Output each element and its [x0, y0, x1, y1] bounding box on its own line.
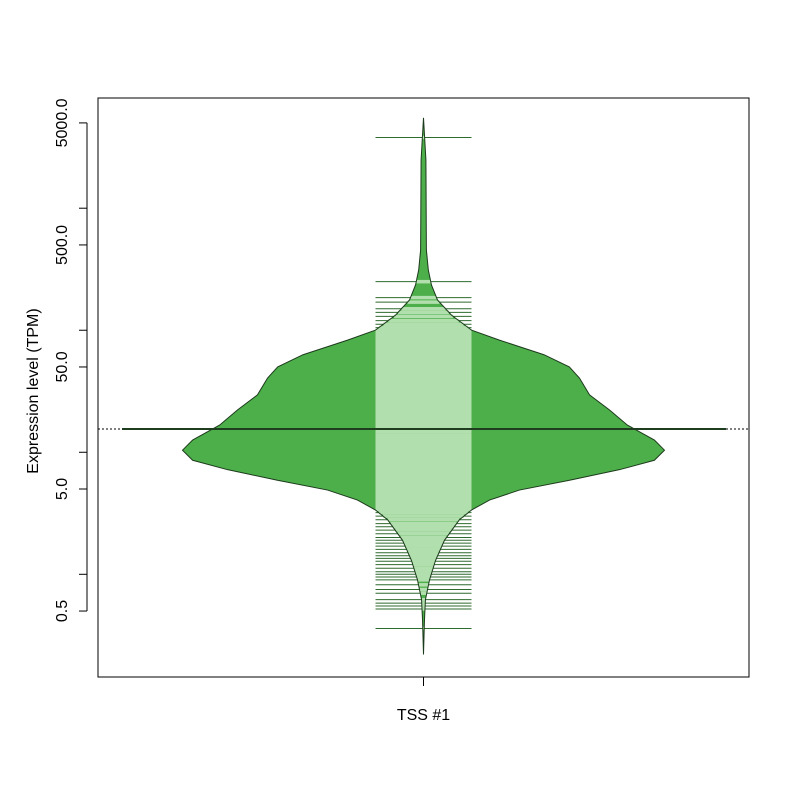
y-tick-label: 500.0: [54, 225, 71, 265]
y-tick-label: 0.5: [54, 600, 71, 622]
bean-outline: [181, 117, 424, 655]
y-tick-label: 5.0: [54, 478, 71, 500]
y-tick-label: 5000.0: [54, 98, 71, 147]
bean-half: [182, 117, 424, 655]
x-tick-label: TSS #1: [397, 707, 450, 724]
bean-outline: [423, 117, 666, 655]
y-axis-label: Expression level (TPM): [25, 308, 42, 473]
y-tick-label: 50.0: [54, 351, 71, 382]
bean-half: [423, 117, 665, 655]
plot-frame: [97, 97, 750, 678]
